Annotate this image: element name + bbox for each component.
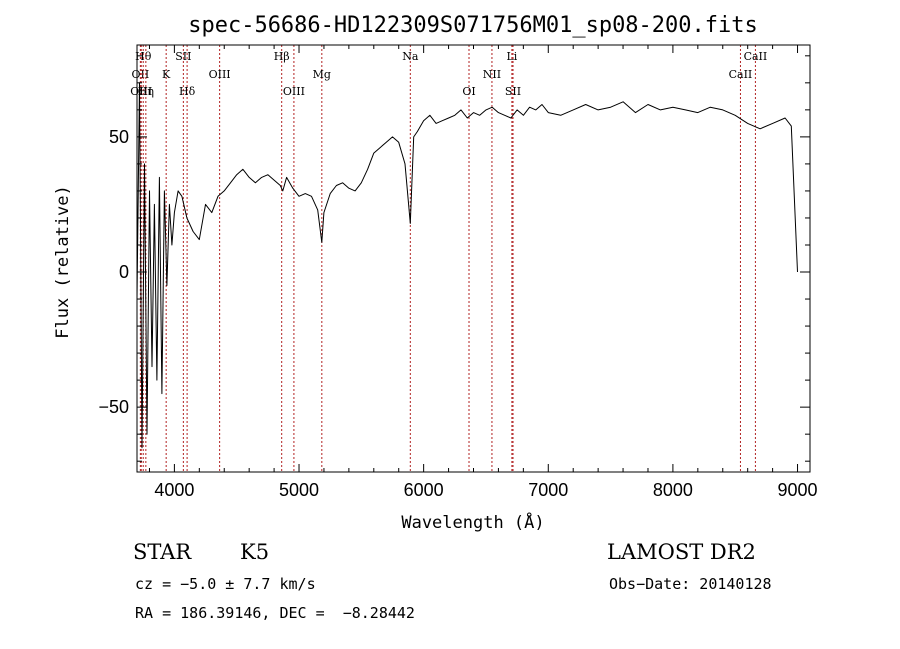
x-tick-label-0: 4000 <box>154 480 194 500</box>
line-marker-layer: OII OIII Hθ Hη K SII Hδ OIII Hβ OIII Mg Na OI NII Li SI… <box>130 45 767 472</box>
line-marker-label-14: Li <box>506 50 517 63</box>
tick-layer: 4000 5000 6000 7000 8000 9000 −50 0 50 <box>98 45 818 500</box>
x-tick-label-3: 7000 <box>528 480 568 500</box>
object-type: STAR <box>133 540 192 564</box>
line-marker-label-7: OIII <box>209 68 231 81</box>
line-marker-label-17: CaII <box>744 50 768 63</box>
coordinates-text: RA = 186.39146, DEC = −8.28442 <box>135 604 415 622</box>
x-tick-label-2: 6000 <box>404 480 444 500</box>
line-marker-label-4: K <box>162 68 171 81</box>
y-tick-label-0: −50 <box>98 397 129 417</box>
chart-title: spec-56686-HD122309S071756M01_sp08-200.f… <box>188 13 758 38</box>
line-marker-label-6: Hδ <box>179 85 196 98</box>
x-tick-label-4: 8000 <box>653 480 693 500</box>
x-tick-label-1: 5000 <box>279 480 319 500</box>
y-tick-label-1: 0 <box>119 262 129 282</box>
line-marker-label-9: OIII <box>283 85 305 98</box>
obs-date: Obs−Date: 20140128 <box>609 575 772 593</box>
line-marker-label-2: Hθ <box>135 50 152 63</box>
spectral-subclass: K5 <box>240 540 270 564</box>
line-marker-label-10: Mg <box>313 68 331 81</box>
line-marker-label-3: Hη <box>138 85 154 98</box>
y-axis-label: Flux (relative) <box>53 185 73 339</box>
plot-frame <box>136 44 811 473</box>
line-marker-label-13: NII <box>483 68 501 81</box>
spectrum-layer <box>136 82 798 449</box>
line-marker-label-1: OIII <box>130 85 152 98</box>
line-marker-label-15: SII <box>505 85 521 98</box>
line-marker-label-0: OII <box>132 68 150 81</box>
x-axis-label: Wavelength (Å) <box>401 511 544 533</box>
spectrum-line-0 <box>136 82 798 449</box>
line-marker-label-12: OI <box>462 85 475 98</box>
line-marker-label-8: Hβ <box>274 50 290 63</box>
line-marker-label-16: CaII <box>729 68 753 81</box>
redshift-text: cz = −5.0 ± 7.7 km/s <box>135 575 316 593</box>
line-marker-label-11: Na <box>402 50 419 63</box>
y-tick-label-2: 50 <box>109 127 129 147</box>
line-marker-label-5: SII <box>175 50 191 63</box>
x-tick-label-5: 9000 <box>778 480 818 500</box>
survey-name: LAMOST DR2 <box>607 540 756 564</box>
